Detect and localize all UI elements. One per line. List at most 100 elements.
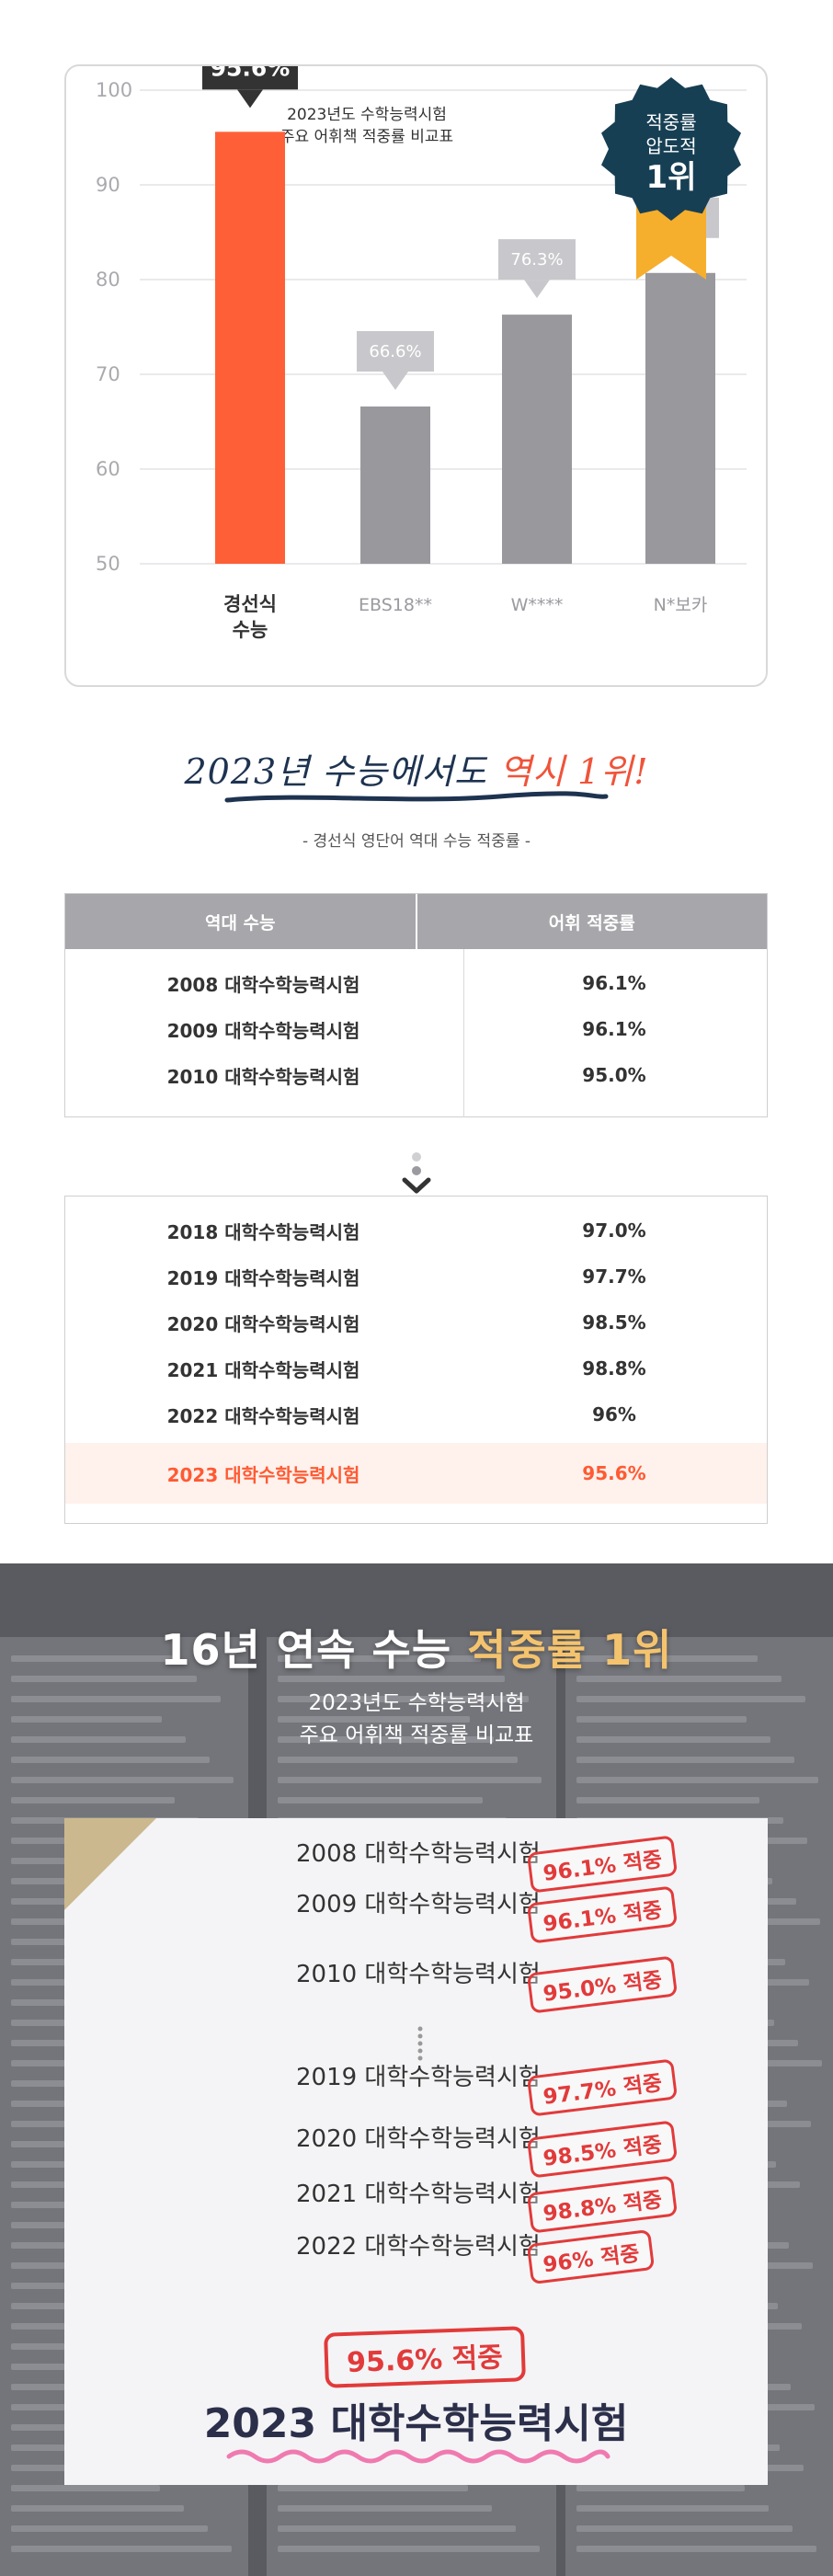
promo-row: 2009 대학수학능력시험 96.1% 적중 xyxy=(64,1878,768,1944)
exam-cell: 2021 대학수학능력시험 xyxy=(166,1358,360,1381)
promo-exam: 2020 대학수학능력시험 xyxy=(296,2125,541,2153)
background-text-line xyxy=(11,1757,210,1763)
value-label-pointer xyxy=(382,372,408,391)
hit-stamp: 96.1% 적중 xyxy=(526,1885,679,1944)
background-text-line xyxy=(11,1696,221,1702)
final-hit-stamp: 95.6% 적중 xyxy=(324,2326,526,2388)
promo-exam: 2008 대학수학능력시험 xyxy=(296,1840,541,1868)
value-label: 76.3% xyxy=(510,250,563,269)
chart-title-line: 주요 어휘책 적중률 비교표 xyxy=(280,128,453,146)
background-text-line xyxy=(11,1736,186,1743)
chart-card: 2023년도 수학능력시험 주요 어휘책 적중률 비교표 100 90 80 70 60 50… xyxy=(64,64,768,687)
background-text-line xyxy=(576,2505,769,2512)
rate-cell: 96.1% xyxy=(582,972,646,994)
history-table-recent: 2018 대학수학능력시험 97.0% 2019 대학수학능력시험 97.7% 20… xyxy=(64,1196,768,1524)
y-tick-label: 60 xyxy=(96,458,120,480)
promo-title-main: 16년 연속 수능 xyxy=(160,1625,468,1675)
promo-exam: 2022 대학수학능력시험 xyxy=(296,2233,541,2261)
value-label-pointer xyxy=(524,280,550,299)
final-exam-title: 2023 대학수학능력시험 xyxy=(203,2400,629,2447)
value-label: 95.6% xyxy=(211,66,291,81)
table-row: 2010 대학수학능력시험 95.0% xyxy=(65,1052,767,1098)
category-label: EBS18** xyxy=(359,595,432,615)
background-text-line xyxy=(11,2525,208,2532)
corner-fold-icon xyxy=(64,1818,156,1910)
background-text-line xyxy=(576,1797,759,1803)
value-label-box xyxy=(498,239,576,280)
exam-cell: 2009 대학수학능력시험 xyxy=(166,1019,360,1042)
background-text-line xyxy=(576,1696,805,1702)
background-text-line xyxy=(278,1655,481,1662)
background-text-line xyxy=(576,2525,793,2532)
badge-text-3: 1위 xyxy=(646,159,697,196)
promo-exam: 2009 대학수학능력시험 xyxy=(296,1891,541,1918)
category-label: 수능 xyxy=(233,619,268,641)
bar xyxy=(645,272,715,564)
promo-row: 2020 대학수학능력시험 98.5% 적중 xyxy=(64,2112,768,2179)
background-text-line xyxy=(11,1797,175,1803)
table-header: 역대 수능 어휘 적중률 xyxy=(65,894,767,949)
promo-row: 2021 대학수학능력시험 98.8% 적중 xyxy=(64,2168,768,2234)
y-tick-label: 90 xyxy=(96,174,120,196)
y-tick-label: 100 xyxy=(96,79,132,101)
background-text-line xyxy=(576,1676,782,1682)
y-tick-label: 80 xyxy=(96,269,120,291)
background-text-line xyxy=(278,2505,492,2512)
background-text-line xyxy=(576,2485,745,2491)
value-label-pointer xyxy=(237,89,263,109)
rate-cell: 95.6% xyxy=(582,1462,646,1484)
background-text-line xyxy=(11,1676,197,1682)
rate-cell: 98.8% xyxy=(582,1357,646,1380)
y-tick-label: 70 xyxy=(96,363,120,385)
title-underline xyxy=(224,791,609,803)
badge-text-1: 적중률 xyxy=(645,111,696,133)
exam-cell: 2022 대학수학능력시험 xyxy=(166,1404,360,1427)
header-rate: 어휘 적중률 xyxy=(548,912,635,933)
hit-stamp: 95.0% 적중 xyxy=(526,1955,679,2014)
table-row: 2020 대학수학능력시험 98.5% xyxy=(65,1299,767,1345)
table-row: 2008 대학수학능력시험 96.1% xyxy=(65,960,767,1006)
background-text-line xyxy=(11,2505,184,2512)
rate-cell: 97.0% xyxy=(582,1219,646,1242)
bar xyxy=(215,132,285,564)
background-text-line xyxy=(576,2546,816,2552)
background-text-line xyxy=(576,1655,758,1662)
table-row: 2019 대학수학능력시험 97.7% xyxy=(65,1254,767,1299)
section-title-accent: 역시 1위! xyxy=(499,751,649,792)
background-text-line xyxy=(278,1716,470,1723)
rate-cell: 98.5% xyxy=(582,1311,646,1334)
header-exam: 역대 수능 xyxy=(65,894,417,949)
hit-stamp: 96% 적중 xyxy=(526,2228,656,2285)
badge-rosette xyxy=(601,77,741,221)
promo-exam: 2021 대학수학능력시험 xyxy=(296,2181,541,2208)
background-text-line xyxy=(11,2546,232,2552)
promo-card: 2008 대학수학능력시험 96.1% 적중 2009 대학수학능력시험 96.1%… xyxy=(64,1818,768,2485)
rate-cell: 97.7% xyxy=(582,1265,646,1288)
background-text-line xyxy=(278,2546,540,2552)
history-table-early: 역대 수능 어휘 적중률 2008 대학수학능력시험 96.1% 2009 대학수… xyxy=(64,893,768,1117)
background-text-line xyxy=(576,1777,818,1783)
background-text-line xyxy=(11,1777,234,1783)
background-text-line xyxy=(576,1716,747,1723)
exam-cell: 2020 대학수학능력시험 xyxy=(166,1312,360,1335)
hit-stamp: 97.7% 적중 xyxy=(526,2058,679,2117)
exam-cell: 2008 대학수학능력시험 xyxy=(166,973,360,996)
value-label: 66.6% xyxy=(369,342,421,361)
promo-row: 2010 대학수학능력시험 95.0% 적중 xyxy=(64,1948,768,2014)
rate-cell: 96% xyxy=(592,1403,636,1425)
promo-row: 2022 대학수학능력시험 96% 적중 xyxy=(64,2220,768,2285)
table-row: 2009 대학수학능력시험 96.1% xyxy=(65,1006,767,1052)
table-body: 2008 대학수학능력시험 96.1% 2009 대학수학능력시험 96.1% 20… xyxy=(65,949,767,1117)
background-text-line xyxy=(278,1797,483,1803)
exam-cell: 2018 대학수학능력시험 xyxy=(166,1220,360,1243)
value-label-box xyxy=(357,331,434,372)
background-text-line xyxy=(11,2485,160,2491)
bar xyxy=(360,406,430,564)
badge-text-2: 압도적 xyxy=(645,135,696,157)
bar xyxy=(502,315,572,564)
background-text-line xyxy=(278,2485,468,2491)
promo-section: 16년 연속 수능 적중률 1위 2023년도 수학능력시험 주요 어휘책 적중… xyxy=(0,1563,833,2576)
promo-title: 16년 연속 수능 적중률 1위 xyxy=(0,1617,833,1677)
background-text-line xyxy=(11,1655,173,1662)
